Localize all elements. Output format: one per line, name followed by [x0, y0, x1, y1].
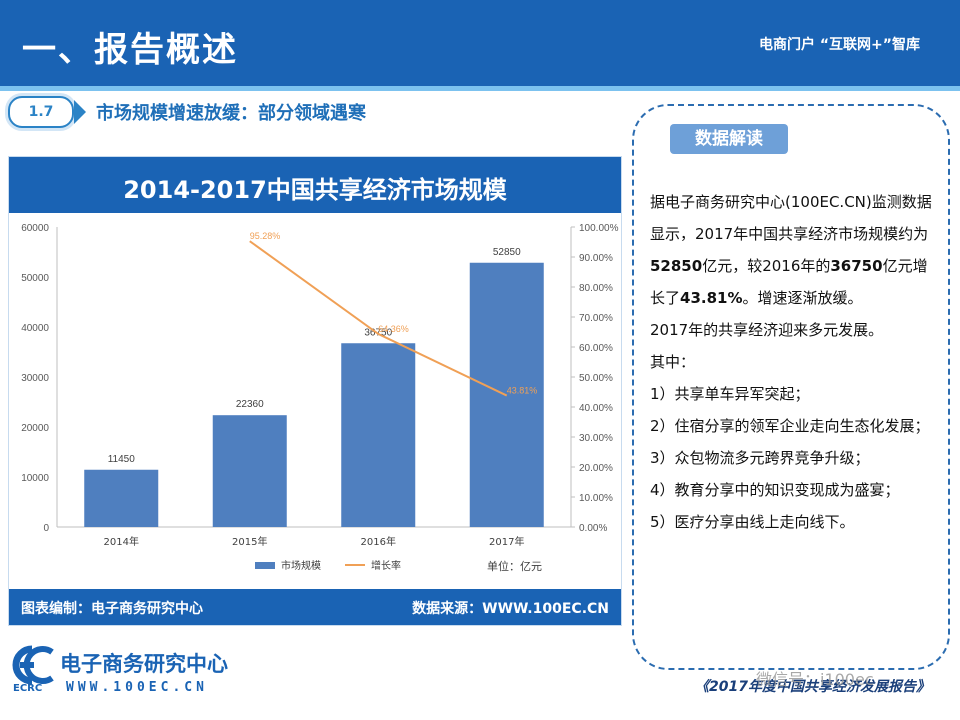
bar-market-size	[84, 469, 159, 527]
note-list-item: 3）众包物流多元跨界竞争升级；	[650, 449, 870, 467]
note-list-item: 5）医疗分享由线上走向线下。	[650, 513, 855, 531]
section-title: 市场规模增速放缓：部分领域遇寒	[96, 103, 366, 124]
note-line: 2017年的共享经济迎来多元发展。	[650, 321, 884, 339]
y-right-tick-label: 0.00%	[579, 523, 607, 534]
section-number-badge: 1.7	[8, 96, 74, 128]
chart-compiler-text: 图表编制：电子商务研究中心	[21, 601, 203, 617]
logo-name: 电子商务研究中心	[60, 652, 228, 676]
x-tick-label: 2017年	[489, 535, 524, 548]
y-left-tick-label: 60000	[21, 223, 49, 234]
page-title: 一、报告概述	[22, 30, 238, 70]
growth-rate-label: 43.81%	[507, 386, 538, 396]
note-text-segment: 据电子商务研究中心(100EC.CN)监测数据显示，2017年中国共享经济市场规…	[650, 193, 932, 243]
x-tick-label: 2014年	[104, 535, 139, 548]
note-value-2017: 52850	[650, 257, 703, 275]
note-value-2016: 36750	[830, 257, 883, 275]
y-left-tick-label: 40000	[21, 323, 49, 334]
growth-rate-label: 64.36%	[378, 324, 409, 334]
report-name: 《2017年度中国共享经济发展报告》	[695, 679, 930, 695]
chart-panel: 2014-2017中国共享经济市场规模 0 10000 20000 30000 4000…	[8, 156, 622, 626]
y-left-tick-label: 30000	[21, 373, 49, 384]
chart-title: 2014-2017中国共享经济市场规模	[123, 176, 507, 204]
growth-rate-line	[249, 240, 508, 397]
x-tick-label: 2016年	[361, 535, 396, 548]
note-growth-rate: 43.81%	[680, 289, 743, 307]
chart-title-banner: 2014-2017中国共享经济市场规模	[9, 157, 621, 213]
y-right-tick-label: 40.00%	[579, 403, 613, 414]
legend-line-label: 增长率	[371, 559, 401, 572]
chart-source-bar: 图表编制：电子商务研究中心 数据来源：WWW.100EC.CN	[9, 589, 621, 625]
note-line: 其中：	[650, 353, 696, 371]
bar-data-label: 22360	[236, 399, 264, 410]
bar-market-size	[341, 343, 416, 527]
y-right-tick-label: 10.00%	[579, 493, 613, 504]
bar-data-label: 52850	[493, 247, 521, 258]
wechat-watermark: 微信号：i100ec	[756, 670, 874, 689]
y-right-tick-label: 30.00%	[579, 433, 613, 444]
data-interpretation-tag: 数据解读	[670, 124, 788, 154]
unit-note: 单位：亿元	[487, 559, 542, 573]
note-text-segment: 亿元增长了	[650, 257, 928, 307]
y-right-tick-label: 80.00%	[579, 283, 613, 294]
y-left-tick-label: 0	[43, 523, 49, 534]
y-left-tick-label: 50000	[21, 273, 49, 284]
note-text-segment: 。增速逐渐放缓。	[742, 289, 863, 307]
note-paragraph: 据电子商务研究中心(100EC.CN)监测数据显示，2017年中国共享经济市场规…	[650, 186, 942, 314]
legend-bar-swatch	[255, 562, 275, 569]
header-bar: 一、报告概述 电商门户 “互联网+”智库	[0, 0, 960, 86]
y-right-tick-label: 90.00%	[579, 253, 613, 264]
chart-source-text: 数据来源：WWW.100EC.CN	[412, 601, 609, 617]
logo-url: WWW.100EC.CN	[66, 680, 208, 695]
note-list-item: 2）住宿分享的领军企业走向生态化发展；	[650, 417, 930, 435]
y-right-tick-label: 20.00%	[579, 463, 613, 474]
note-list-item: 1）共享单车异军突起；	[650, 385, 810, 403]
y-right-tick-label: 50.00%	[579, 373, 613, 384]
logo-abbr: ECRC	[13, 683, 43, 694]
bar-data-label: 36750	[364, 327, 392, 338]
y-right-tick-label: 60.00%	[579, 343, 613, 354]
market-size-chart: 0 10000 20000 30000 40000 50000 60000 0.00% 10.0…	[21, 223, 619, 573]
legend-bar-label: 市场规模	[281, 559, 321, 572]
data-interpretation-box	[632, 104, 950, 670]
ecrc-logo-icon	[12, 645, 54, 685]
section-arrow-icon	[74, 100, 86, 124]
y-left-tick-label: 20000	[21, 423, 49, 434]
header-tagline: 电商门户 “互联网+”智库	[758, 37, 920, 53]
data-interpretation-text: 据电子商务研究中心(100EC.CN)监测数据显示，2017年中国共享经济市场规…	[650, 186, 942, 538]
bar-market-size	[212, 415, 287, 527]
y-left-tick-label: 10000	[21, 473, 49, 484]
bar-data-label: 11450	[108, 454, 136, 465]
note-list-item: 4）教育分享中的知识变现成为盛宴；	[650, 481, 900, 499]
y-right-tick-label: 100.00%	[579, 223, 619, 234]
y-right-tick-label: 70.00%	[579, 313, 613, 324]
note-text-segment: 亿元，较2016年的	[702, 257, 831, 275]
x-tick-label: 2015年	[232, 535, 267, 548]
growth-rate-label: 95.28%	[250, 231, 281, 241]
header-divider	[0, 86, 960, 91]
